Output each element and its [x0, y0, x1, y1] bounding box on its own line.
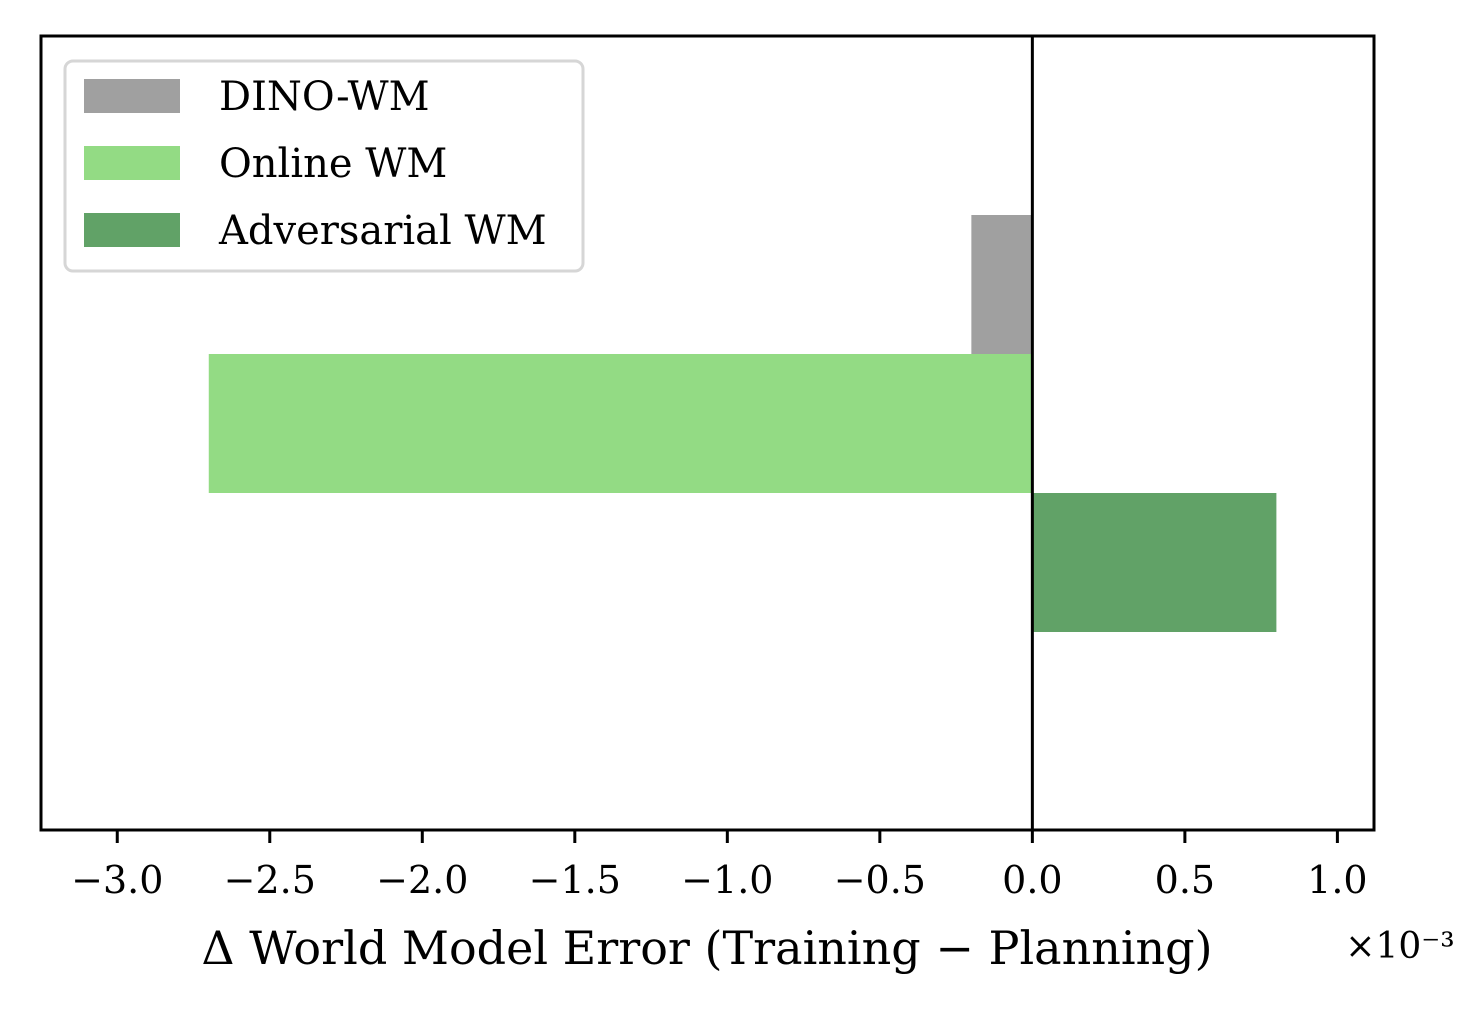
- legend: DINO-WM Online WM Adversarial WM: [63, 59, 585, 273]
- x-tick-label: −1.5: [529, 858, 621, 902]
- x-tick-label: −2.0: [376, 858, 468, 902]
- plot-frame: [39, 34, 1376, 832]
- x-tick-label: −1.0: [681, 858, 773, 902]
- x-axis-scale-multiplier: ×10⁻³: [1345, 926, 1454, 967]
- legend-swatch: [84, 146, 180, 180]
- legend-box: [63, 59, 585, 273]
- legend-label: Adversarial WM: [218, 208, 547, 254]
- legend-label: DINO-WM: [219, 74, 430, 120]
- legend-label: Online WM: [219, 141, 447, 187]
- x-tick-label: −3.0: [71, 858, 163, 902]
- x-tick-label: 0.5: [1155, 858, 1215, 902]
- legend-swatch: [84, 213, 180, 247]
- bar-dino-wm: [971, 215, 1033, 354]
- legend-swatch: [84, 79, 180, 113]
- x-tick-label: −2.5: [224, 858, 316, 902]
- x-tick-label: −0.5: [834, 858, 926, 902]
- x-tick-label: 1.0: [1307, 858, 1367, 902]
- x-tick-label: 0.0: [1002, 858, 1062, 902]
- bar-online-wm: [208, 354, 1033, 493]
- bar-adversarial-wm: [1032, 493, 1277, 632]
- x-axis-label: Δ World Model Error (Training − Planning…: [201, 921, 1212, 975]
